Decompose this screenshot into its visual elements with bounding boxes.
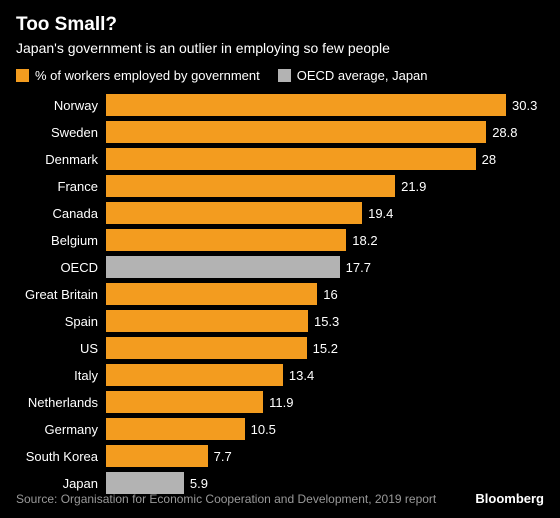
- bar-value: 15.2: [313, 341, 338, 356]
- bar: [106, 121, 486, 143]
- row-label: Sweden: [16, 125, 106, 140]
- bar-area: 21.9: [106, 175, 544, 197]
- bar-value: 10.5: [251, 422, 276, 437]
- chart-row: Canada 19.4: [16, 201, 544, 225]
- chart-rows: Norway 30.3 Sweden 28.8 Denmark 28 France 21.9 C…: [16, 93, 544, 495]
- bar: [106, 337, 307, 359]
- bar: [106, 445, 208, 467]
- row-label: Canada: [16, 206, 106, 221]
- row-label: US: [16, 341, 106, 356]
- chart-row: US 15.2: [16, 336, 544, 360]
- chart-title: Too Small?: [16, 14, 544, 36]
- bar-value: 5.9: [190, 476, 208, 491]
- bar-area: 11.9: [106, 391, 544, 413]
- bar-area: 30.3: [106, 94, 544, 116]
- chart-row: Netherlands 11.9: [16, 390, 544, 414]
- chart-row: Italy 13.4: [16, 363, 544, 387]
- bar-value: 11.9: [269, 395, 293, 410]
- bar: [106, 148, 476, 170]
- bar-area: 18.2: [106, 229, 544, 251]
- legend-label-secondary: OECD average, Japan: [297, 68, 428, 83]
- bar: [106, 283, 317, 305]
- bar-value: 18.2: [352, 233, 377, 248]
- legend-item-secondary: OECD average, Japan: [278, 68, 428, 83]
- chart-row: OECD 17.7: [16, 255, 544, 279]
- row-label: OECD: [16, 260, 106, 275]
- bar-value: 16: [323, 287, 337, 302]
- bar-value: 7.7: [214, 449, 232, 464]
- bar-value: 28.8: [492, 125, 517, 140]
- chart-row: Belgium 18.2: [16, 228, 544, 252]
- bar-area: 17.7: [106, 256, 544, 278]
- row-label: France: [16, 179, 106, 194]
- bar-value: 21.9: [401, 179, 426, 194]
- bar-area: 19.4: [106, 202, 544, 224]
- bar-value: 19.4: [368, 206, 393, 221]
- bar: [106, 418, 245, 440]
- bar-value: 17.7: [346, 260, 371, 275]
- chart-container: Too Small? Japan's government is an outl…: [0, 0, 560, 518]
- bar: [106, 472, 184, 494]
- bar: [106, 391, 263, 413]
- chart-row: Great Britain 16: [16, 282, 544, 306]
- row-label: Spain: [16, 314, 106, 329]
- bar: [106, 94, 506, 116]
- chart-row: Germany 10.5: [16, 417, 544, 441]
- bar: [106, 175, 395, 197]
- row-label: Norway: [16, 98, 106, 113]
- row-label: Italy: [16, 368, 106, 383]
- bar-area: 7.7: [106, 445, 544, 467]
- bar-value: 28: [482, 152, 496, 167]
- row-label: Belgium: [16, 233, 106, 248]
- bar-area: 13.4: [106, 364, 544, 386]
- bar-area: 10.5: [106, 418, 544, 440]
- chart-row: Norway 30.3: [16, 93, 544, 117]
- source-text: Source: Organisation for Economic Cooper…: [16, 492, 436, 506]
- chart-row: France 21.9: [16, 174, 544, 198]
- bar-value: 13.4: [289, 368, 314, 383]
- legend: % of workers employed by government OECD…: [16, 68, 544, 83]
- bar: [106, 310, 308, 332]
- legend-item-primary: % of workers employed by government: [16, 68, 260, 83]
- row-label: Netherlands: [16, 395, 106, 410]
- bar: [106, 202, 362, 224]
- row-label: Denmark: [16, 152, 106, 167]
- chart-subtitle: Japan's government is an outlier in empl…: [16, 40, 544, 56]
- bar-area: 16: [106, 283, 544, 305]
- bar-area: 28: [106, 148, 544, 170]
- bar-value: 30.3: [512, 98, 537, 113]
- brand-label: Bloomberg: [475, 491, 544, 506]
- bar: [106, 364, 283, 386]
- chart-row: Denmark 28: [16, 147, 544, 171]
- row-label: South Korea: [16, 449, 106, 464]
- legend-swatch-secondary: [278, 69, 291, 82]
- legend-swatch-primary: [16, 69, 29, 82]
- chart-row: Sweden 28.8: [16, 120, 544, 144]
- legend-label-primary: % of workers employed by government: [35, 68, 260, 83]
- chart-row: Spain 15.3: [16, 309, 544, 333]
- row-label: Great Britain: [16, 287, 106, 302]
- row-label: Japan: [16, 476, 106, 491]
- bar-area: 15.3: [106, 310, 544, 332]
- bar: [106, 256, 340, 278]
- row-label: Germany: [16, 422, 106, 437]
- bar-value: 15.3: [314, 314, 339, 329]
- bar-area: 15.2: [106, 337, 544, 359]
- chart-row: South Korea 7.7: [16, 444, 544, 468]
- bar: [106, 229, 346, 251]
- bar-area: 28.8: [106, 121, 544, 143]
